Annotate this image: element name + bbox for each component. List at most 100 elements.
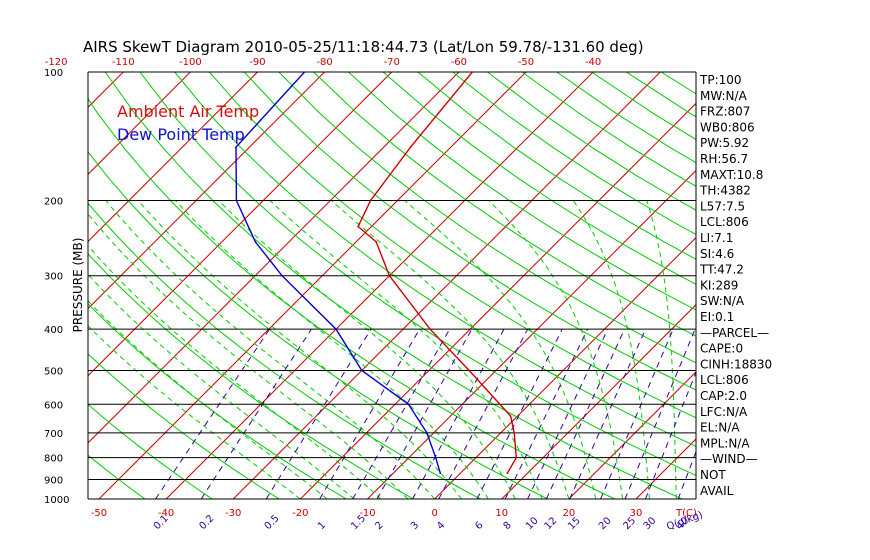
series-point [369, 199, 372, 202]
mixing-ratio-line [200, 328, 312, 499]
dry-adiabat-line [487, 72, 696, 211]
bottom-temp-tick-label: -40 [158, 508, 174, 519]
pressure-tick-label: 800 [44, 454, 63, 465]
stat-line: LCL:806 [700, 215, 749, 229]
bottom-temp-tick-label: 10 [495, 508, 508, 519]
stat-line: MAXT:10.8 [700, 168, 763, 182]
bottom-temp-tick-label: 0 [431, 508, 437, 519]
mixing-ratio-line [624, 328, 696, 499]
series-line [357, 72, 518, 474]
stat-line: TT:47.2 [699, 263, 744, 277]
stat-line: LCL:806 [700, 373, 749, 387]
isotherm-line [501, 304, 696, 499]
bottom-temp-tick-label: -50 [91, 508, 107, 519]
moist-adiabat-line [137, 200, 462, 499]
moist-adiabat-line [105, 200, 435, 499]
mixing-ratio-tick-label: 3 [409, 520, 421, 532]
series-point [509, 415, 512, 418]
mixing-ratio-tick-label: 30 [642, 515, 659, 532]
pressure-tick-label: 100 [44, 68, 63, 79]
stat-line: FRZ:807 [700, 105, 750, 119]
mixing-ratio-line [644, 371, 696, 499]
dry-adiabat-line [174, 72, 696, 447]
series-point [335, 328, 337, 330]
top-temp-tick-label: -120 [45, 57, 68, 68]
mixing-ratio-tick-label: 1 [316, 520, 328, 532]
isotherm-line [232, 72, 661, 499]
series-point [506, 472, 509, 475]
dry-adiabat-line [88, 150, 548, 499]
bottom-temp-tick-label: -20 [292, 508, 308, 519]
mixing-ratio-line [527, 328, 609, 499]
isotherm-line [165, 72, 594, 499]
dry-adiabat-line [88, 202, 481, 499]
series-point [235, 199, 238, 202]
dry-adiabat-line [382, 72, 696, 285]
isotherm-line [88, 72, 393, 377]
series-point [235, 146, 237, 149]
isotherm-line [300, 102, 696, 499]
mixing-ratio-tick-label: 0.5 [263, 513, 282, 532]
isobars [87, 71, 697, 500]
dry-adiabat-line [278, 72, 696, 364]
moist-adiabat-line [488, 200, 624, 499]
stat-line: MPL:N/A [700, 436, 750, 450]
moist-adiabat-line [88, 245, 382, 499]
isotherm-line [367, 169, 696, 499]
pressure-tick-label: 900 [44, 475, 63, 486]
series-layer [235, 72, 518, 475]
mixing-ratio-tick-label: 2 [373, 520, 385, 532]
stat-line: KI:289 [700, 278, 738, 292]
stat-line: LFC:N/A [700, 405, 748, 419]
pressure-tick-label: 200 [44, 197, 63, 208]
dry-adiabat-line [88, 353, 280, 499]
series-point [426, 432, 428, 434]
temp-unit-label: T(C) [675, 508, 697, 519]
series-point [429, 328, 431, 330]
series-point [468, 369, 471, 372]
top-temp-tick-label: -100 [179, 57, 202, 68]
mixing-ratio-line [155, 328, 271, 499]
stat-line: SI:4.6 [700, 247, 734, 261]
moist-adiabat-line [269, 200, 543, 499]
legend-ambient-air-temp: Ambient Air Temp [117, 102, 259, 121]
series-point [254, 241, 257, 243]
series-point [407, 403, 410, 406]
stat-line: NOT [700, 468, 726, 482]
stat-line: LI:7.1 [700, 231, 733, 245]
mixing-ratio-tick-label: 0.2 [197, 513, 216, 532]
mixing-ratio-line [438, 328, 529, 499]
mixing-ratio-line [265, 328, 372, 499]
dry-adiabat-line [660, 72, 696, 95]
stat-line: PW:5.92 [700, 136, 749, 150]
y-axis-label: PRESSURE (MB) [71, 238, 85, 333]
series-line [235, 72, 441, 474]
dry-adiabat-line [417, 72, 696, 260]
stat-line: WB0:806 [700, 120, 755, 134]
dry-adiabat-line [452, 72, 696, 236]
series-point [303, 72, 306, 73]
isotherm-line [434, 236, 696, 499]
mixing-ratio-tick-label: 20 [597, 515, 614, 532]
series-point [360, 369, 363, 372]
top-temp-tick-label: -80 [316, 57, 332, 68]
series-point [439, 472, 442, 475]
stat-line: AVAIL [700, 484, 734, 498]
dry-adiabat-line [88, 252, 414, 499]
mixing-ratio-line [545, 328, 626, 499]
mixing-ratio-tick-label: 12 [543, 515, 560, 532]
top-temp-tick-label: -90 [249, 57, 265, 68]
top-temp-tick-label: -40 [585, 57, 601, 68]
dry-adiabat-line [243, 72, 696, 391]
bottom-temp-tick-label: -10 [359, 508, 375, 519]
bottom-temp-tick-label: -30 [225, 508, 241, 519]
isotherm-line [88, 72, 258, 243]
top-temp-tick-label: -60 [451, 57, 467, 68]
stat-line: CINH:18830 [700, 357, 772, 371]
mixing-ratio-line [352, 328, 451, 499]
moist-adiabat-line [218, 200, 516, 499]
series-point [515, 456, 518, 459]
stat-line: —WIND— [700, 452, 758, 466]
stat-line: TH:4382 [699, 184, 751, 198]
